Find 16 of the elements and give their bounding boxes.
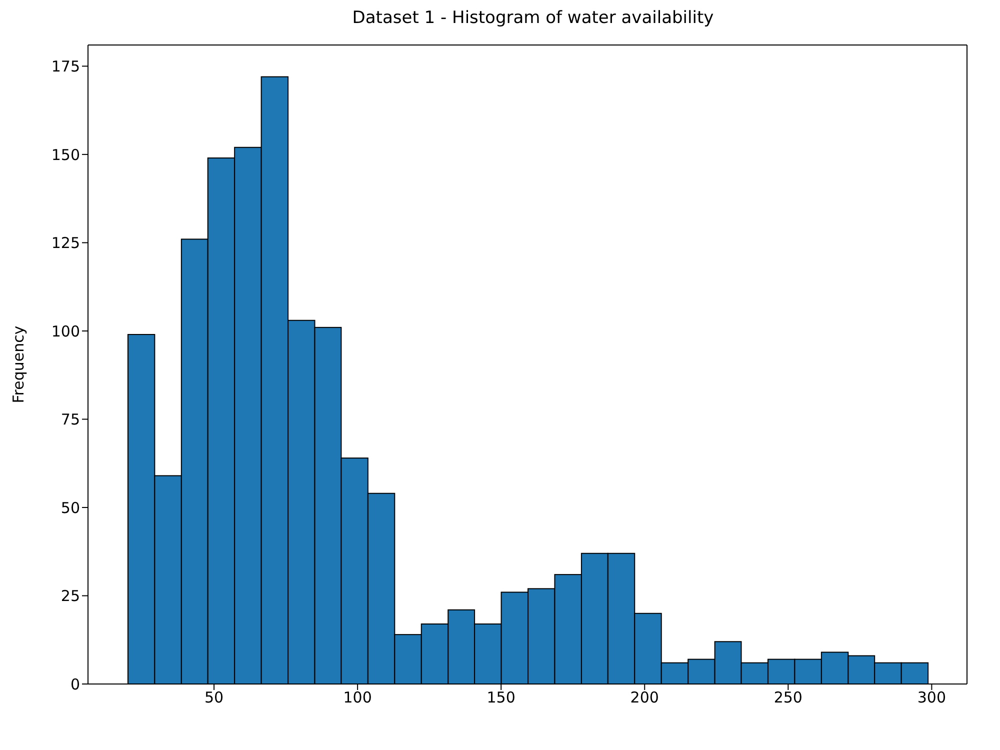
x-tick-label: 150 [486, 688, 516, 707]
y-tick-label: 75 [60, 410, 80, 429]
y-tick-label: 175 [51, 58, 80, 76]
x-tick-label: 300 [917, 688, 946, 707]
x-tick-label: 50 [204, 688, 224, 707]
y-tick-label: 25 [60, 587, 80, 606]
x-tick-label: 200 [630, 688, 659, 707]
y-tick-label: 150 [51, 146, 80, 164]
x-tick-label: 100 [343, 688, 372, 707]
y-axis-title: Frequency [9, 326, 28, 404]
y-tick-label: 0 [70, 675, 80, 694]
y-tick-label: 125 [51, 234, 80, 252]
x-tick-label: 250 [774, 688, 802, 707]
y-tick-label: 50 [60, 498, 80, 517]
chart-title: Dataset 1 - Histogram of water availability [351, 8, 715, 30]
y-tick-label: 100 [51, 322, 80, 340]
